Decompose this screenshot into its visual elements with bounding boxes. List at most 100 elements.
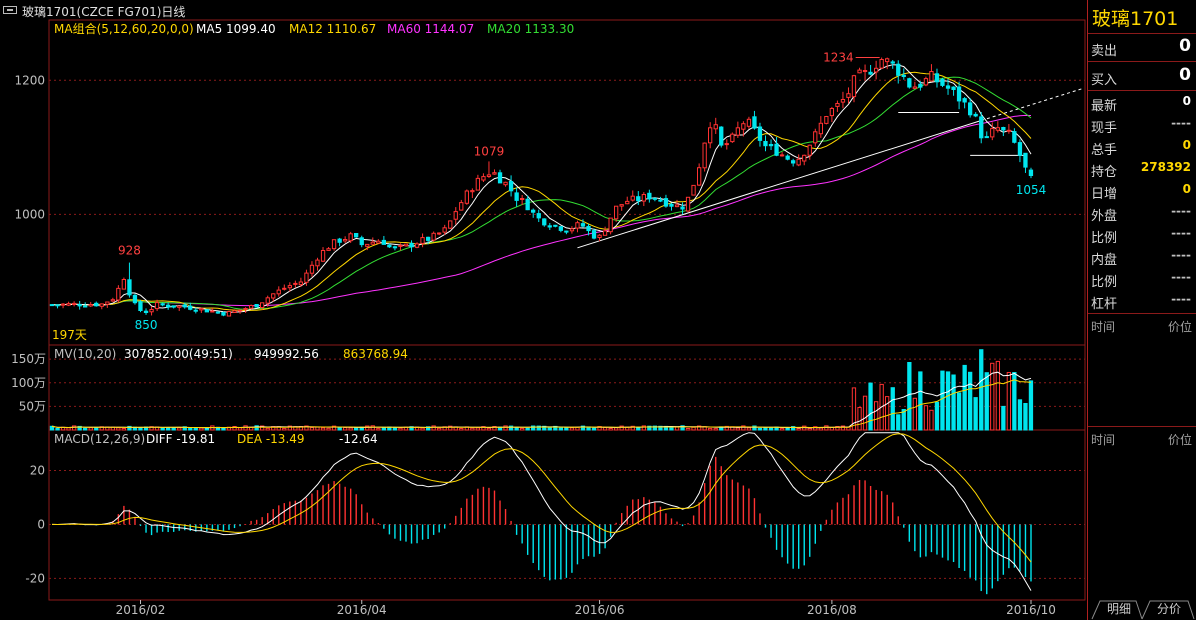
volume-bar <box>160 427 165 431</box>
candle-body <box>232 310 237 313</box>
candle-body <box>398 244 403 247</box>
candle-body <box>940 78 945 86</box>
volume-bar <box>337 427 342 431</box>
candle-body <box>83 305 88 308</box>
early-high-label: 928 <box>118 244 141 258</box>
volume-legend-value: 307852.00(49:51) <box>124 347 233 361</box>
volume-bar <box>492 426 497 431</box>
mv20-line <box>51 379 1032 429</box>
volume-bar <box>331 425 337 431</box>
ma-legend-item: MA5 1099.40 <box>196 22 276 36</box>
quote-value: 0 <box>1182 182 1191 196</box>
volume-bar <box>370 425 375 431</box>
volume-bar <box>956 392 962 431</box>
volume-bar <box>199 427 204 431</box>
candle-body <box>260 302 265 308</box>
quote-row: 日增 0 <box>1088 180 1196 202</box>
volume-bar <box>326 427 331 431</box>
tab-detail[interactable]: 明细 <box>1106 602 1131 616</box>
ticks-header-2: 时间 价位 <box>1088 429 1196 449</box>
candle-body <box>138 301 143 311</box>
candle-body <box>160 303 165 306</box>
volume-bar <box>116 427 121 431</box>
quote-value: 278392 <box>1140 160 1191 174</box>
volume-bar <box>741 425 746 431</box>
candle-body <box>597 234 602 238</box>
candle-body <box>381 239 387 245</box>
candle-body <box>879 59 884 69</box>
peak-label: 1079 <box>474 144 505 158</box>
candle-body <box>320 250 326 262</box>
volume-bar <box>72 425 77 431</box>
candle-body <box>1001 127 1006 131</box>
candle-body <box>885 58 890 63</box>
quote-label: 日增 <box>1091 187 1118 202</box>
candle-body <box>475 177 481 191</box>
price-header: 价位 <box>1167 320 1192 334</box>
candle-body <box>177 305 182 308</box>
candle-body <box>746 118 752 127</box>
candle-body <box>923 78 929 86</box>
candle-body <box>835 103 840 107</box>
quote-row: 买入 0 <box>1088 65 1196 88</box>
candle-body <box>370 241 375 245</box>
volume-bar <box>680 425 685 431</box>
candle-body <box>508 181 514 192</box>
candle-body <box>840 99 846 103</box>
quote-row: 最新 0 <box>1088 92 1196 114</box>
volume-bar <box>177 427 182 431</box>
candle-body <box>520 198 525 200</box>
candle-body <box>442 227 447 233</box>
candle-body <box>282 287 287 290</box>
volume-bar <box>1012 372 1017 431</box>
volume-bar <box>708 427 713 431</box>
candle-body <box>768 144 774 147</box>
candle-body <box>614 205 619 220</box>
trendline <box>577 120 982 249</box>
volume-bar <box>918 371 923 431</box>
candle-body <box>990 128 995 138</box>
macd-tick-label: 0 <box>37 517 45 531</box>
quote-label: 卖出 <box>1091 44 1118 59</box>
candle-body <box>1017 142 1023 156</box>
candle-body <box>1006 129 1012 132</box>
tab-price-distribution[interactable]: 分价 <box>1156 602 1181 616</box>
volume-bar <box>779 428 785 431</box>
volume-bar <box>1001 405 1006 431</box>
volume-bar <box>315 426 320 431</box>
volume-bar <box>580 425 586 431</box>
candle-body <box>702 142 707 169</box>
volume-bar <box>188 427 193 431</box>
candle-body <box>995 127 1001 131</box>
quote-value: ---- <box>1171 226 1191 240</box>
candle-body <box>929 71 934 82</box>
candle-body <box>608 217 613 233</box>
volume-bar <box>923 405 929 431</box>
candle-body <box>862 70 868 72</box>
candle-body <box>88 304 93 307</box>
candle-body <box>619 204 624 207</box>
volume-bar <box>984 372 989 431</box>
candle-body <box>210 310 215 313</box>
candle-body <box>901 74 906 77</box>
price-tick-label: 1000 <box>14 207 45 221</box>
volume-bar <box>602 427 608 431</box>
window-toggle-icon[interactable] <box>3 6 17 14</box>
candle-body <box>602 230 608 236</box>
ma-legend-item: MA12 1110.67 <box>289 22 376 36</box>
volume-bar <box>254 425 259 431</box>
quote-row: 杠杆 ---- <box>1088 290 1196 312</box>
candle-body <box>896 63 901 76</box>
kline-chart[interactable]: 1000 1200 150万 100万 50万 20 0 -20 2016/02 2016/04 2… <box>0 0 1087 620</box>
candle-body <box>934 73 940 83</box>
price-header: 价位 <box>1167 433 1192 447</box>
volume-bar <box>907 362 912 431</box>
candle-body <box>685 196 691 212</box>
candle-body <box>636 196 641 202</box>
candle-body <box>945 85 951 89</box>
volume-bar <box>1028 380 1034 431</box>
quote-row: 比例 ---- <box>1088 224 1196 246</box>
volume-bar <box>77 425 82 431</box>
candle-body <box>365 243 370 247</box>
candle-body <box>553 224 558 227</box>
